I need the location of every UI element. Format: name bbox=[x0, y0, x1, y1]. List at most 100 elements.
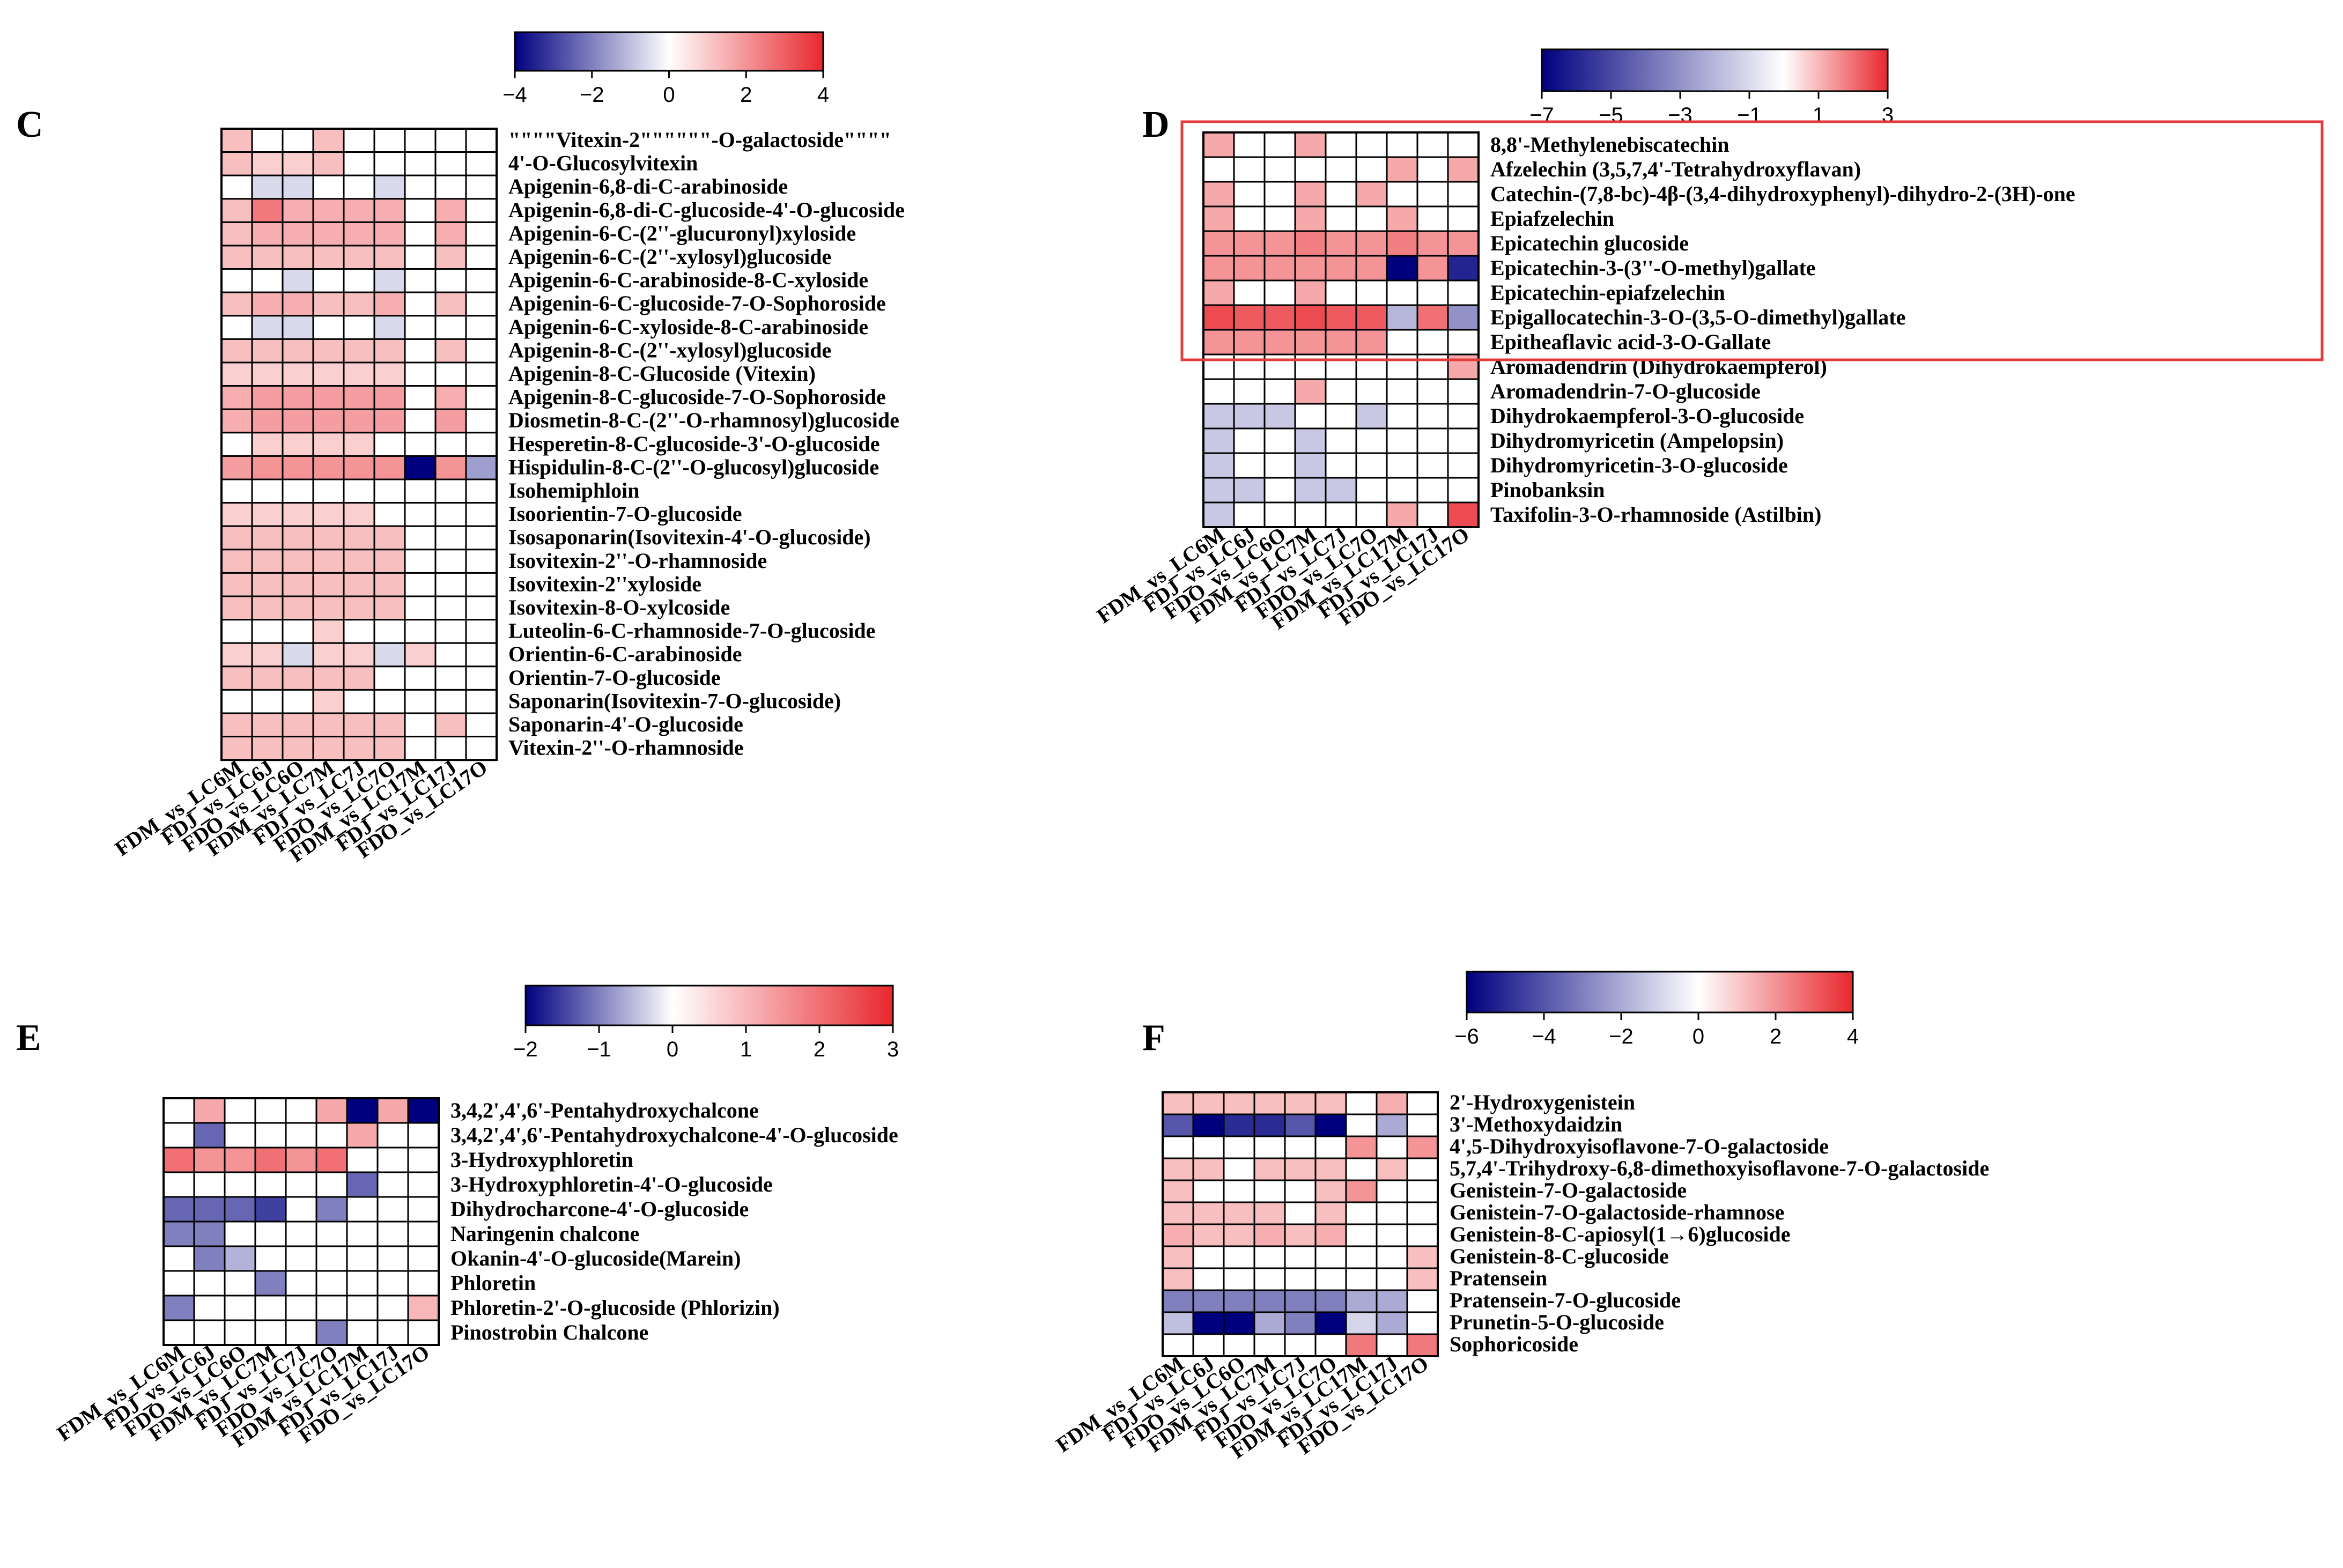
heatmap-cell bbox=[465, 128, 498, 153]
heatmap-cell bbox=[404, 642, 437, 668]
heatmap-cell bbox=[1192, 1157, 1225, 1181]
heatmap-panel-e: E −2 −1 0 1 2 3 3,4,2',4',6'-Pentahydroxychalco… bbox=[16, 985, 899, 1452]
heatmap-cell bbox=[1355, 427, 1388, 454]
heatmap-cell bbox=[343, 268, 375, 293]
heatmap-cell bbox=[285, 1221, 317, 1247]
heatmap-cell bbox=[346, 1171, 379, 1198]
row-label: Orientin-7-O-glucoside bbox=[508, 665, 721, 690]
heatmap-cell bbox=[1202, 156, 1235, 183]
heatmap-cell bbox=[312, 549, 345, 574]
heatmap-cell bbox=[1294, 501, 1327, 528]
heatmap-cell bbox=[162, 1245, 195, 1272]
row-label: Phloretin bbox=[450, 1271, 536, 1295]
heatmap-cell bbox=[1416, 279, 1449, 306]
heatmap-cell bbox=[346, 1122, 379, 1149]
heatmap-cell bbox=[1192, 1311, 1225, 1335]
heatmap-cell bbox=[220, 595, 253, 621]
colorbar-tick-label: 3 bbox=[887, 1038, 899, 1061]
heatmap-cell bbox=[1202, 353, 1235, 380]
heatmap-cell bbox=[312, 174, 345, 200]
heatmap-cell bbox=[1202, 378, 1235, 405]
heatmap-cell bbox=[315, 1245, 348, 1272]
heatmap-cell bbox=[220, 736, 253, 761]
heatmap-cell bbox=[434, 619, 467, 644]
heatmap-cell bbox=[251, 572, 284, 597]
heatmap-cell bbox=[404, 408, 437, 434]
row-label: Vitexin-2''-O-rhamnoside bbox=[508, 736, 744, 760]
heatmap-cell bbox=[193, 1196, 226, 1223]
heatmap-cell bbox=[1192, 1091, 1225, 1115]
heatmap-cell bbox=[434, 221, 467, 247]
heatmap-cell bbox=[285, 1245, 317, 1272]
heatmap-cell bbox=[404, 712, 437, 738]
heatmap-cell bbox=[312, 151, 345, 176]
heatmap-cell bbox=[407, 1122, 440, 1149]
heatmap-cell bbox=[1325, 427, 1357, 454]
heatmap-cell bbox=[1192, 1113, 1225, 1137]
heatmap-cell bbox=[282, 385, 314, 410]
heatmap-cell bbox=[1202, 403, 1235, 430]
colorbar-tick-label: 4 bbox=[817, 83, 829, 107]
heatmap-cell bbox=[373, 268, 406, 293]
heatmap-cell bbox=[407, 1319, 440, 1346]
heatmap-cell bbox=[434, 572, 467, 597]
heatmap-cell bbox=[465, 549, 498, 574]
heatmap-cell bbox=[1376, 1311, 1408, 1335]
heatmap-cell bbox=[1233, 205, 1266, 232]
heatmap-cell bbox=[1263, 181, 1296, 208]
row-label: Pinobanksin bbox=[1490, 478, 1605, 502]
heatmap-cell bbox=[251, 595, 284, 621]
heatmap-cell bbox=[282, 595, 314, 621]
heatmap-border bbox=[1162, 1091, 1439, 1357]
heatmap-cell bbox=[404, 689, 437, 714]
heatmap-cell bbox=[1263, 501, 1296, 528]
colorbar-tick-label: 1 bbox=[740, 1038, 752, 1061]
heatmap-cell bbox=[343, 245, 375, 270]
heatmap-cell bbox=[315, 1196, 348, 1223]
heatmap-cell bbox=[434, 268, 467, 293]
row-label: Dihydromyricetin-3-O-glucoside bbox=[1490, 453, 1788, 477]
heatmap-cell bbox=[346, 1319, 379, 1346]
row-label: Saponarin(Isovitexin-7-O-glucoside) bbox=[508, 689, 841, 713]
heatmap-cell bbox=[1223, 1245, 1255, 1269]
heatmap-cell bbox=[404, 502, 437, 527]
colorbar-tick-label: −4 bbox=[502, 83, 527, 107]
heatmap-cell bbox=[346, 1097, 379, 1124]
heatmap-cell bbox=[1416, 156, 1449, 183]
heatmap-cell bbox=[1416, 255, 1449, 282]
heatmap-cell bbox=[1314, 1091, 1347, 1115]
colorbar bbox=[1541, 48, 1889, 92]
panel-label: E bbox=[16, 1017, 41, 1059]
heatmap-cell bbox=[373, 361, 406, 387]
row-label: Epigallocatechin-3-O-(3,5-O-dimethyl)gal… bbox=[1490, 305, 1905, 329]
heatmap-cell bbox=[1223, 1267, 1255, 1291]
heatmap-cell bbox=[193, 1245, 226, 1272]
row-label: Apigenin-8-C-glucoside-7-O-Sophoroside bbox=[508, 385, 886, 409]
heatmap-cell bbox=[343, 128, 375, 153]
heatmap-cell bbox=[1386, 156, 1418, 183]
highlight-box bbox=[1180, 120, 2324, 361]
heatmap-cell bbox=[1325, 452, 1357, 479]
heatmap-cell bbox=[404, 385, 437, 410]
heatmap-cell bbox=[1386, 131, 1418, 158]
heatmap-cell bbox=[1325, 205, 1357, 232]
heatmap-cell bbox=[1314, 1135, 1347, 1159]
heatmap-cell bbox=[315, 1122, 348, 1149]
heatmap-cell bbox=[1386, 279, 1418, 306]
heatmap-cell bbox=[282, 151, 314, 176]
heatmap-cell bbox=[1162, 1201, 1194, 1225]
heatmap-cell bbox=[1416, 353, 1449, 380]
colorbar-tick-label: −2 bbox=[1609, 1025, 1634, 1048]
heatmap-cell bbox=[465, 525, 498, 551]
heatmap-cell bbox=[315, 1270, 348, 1297]
heatmap-cell bbox=[1386, 477, 1418, 504]
heatmap-cell bbox=[282, 338, 314, 364]
heatmap-cell bbox=[1325, 501, 1357, 528]
row-label: Hispidulin-8-C-(2''-O-glucosyl)glucoside bbox=[508, 455, 879, 479]
heatmap-cell bbox=[251, 642, 284, 668]
heatmap-cell bbox=[1376, 1245, 1408, 1269]
heatmap-cell bbox=[373, 338, 406, 364]
heatmap-cell bbox=[346, 1196, 379, 1223]
heatmap-cell bbox=[343, 619, 375, 644]
heatmap-cell bbox=[404, 432, 437, 457]
